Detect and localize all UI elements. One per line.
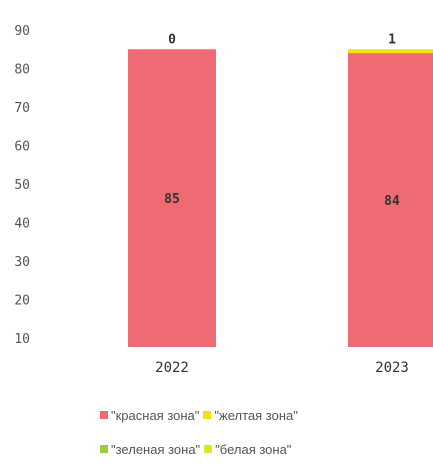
y-tick-label: 10 — [14, 332, 30, 347]
y-tick-label: 60 — [14, 140, 30, 155]
y-tick-label: 20 — [14, 294, 30, 309]
legend-swatch-white — [204, 445, 213, 453]
bar-segment — [348, 49, 433, 54]
legend-item-yellow-zone: "желтая зона" — [203, 407, 298, 423]
legend-swatch-yellow — [203, 411, 212, 419]
bars — [128, 49, 433, 347]
data-label: 1 — [388, 32, 396, 47]
legend-swatch-green — [100, 445, 108, 453]
x-axis: 2022 2023 — [155, 360, 409, 376]
legend-row: "зеленая зона" "белая зона" — [100, 436, 430, 462]
data-label: 0 — [168, 32, 176, 47]
bar-segment — [348, 53, 433, 347]
bar-segment — [128, 49, 216, 347]
legend-item-white-zone: "белая зона" — [204, 442, 291, 457]
legend-item-red-zone: "красная зона" — [100, 408, 199, 423]
legend-label-red-zone: "красная зона" — [111, 407, 200, 423]
y-axis: 10 20 30 40 50 60 70 80 90 — [14, 24, 30, 347]
y-tick-label: 30 — [14, 255, 30, 270]
bar-chart: 10 20 30 40 50 60 70 80 90 85 0 84 1 2022 2023 — [14, 24, 433, 376]
legend-swatch-red — [100, 411, 108, 419]
data-label: 85 — [164, 192, 180, 207]
y-tick-label: 40 — [14, 217, 30, 232]
legend-label-green-zone: "зеленая зона" — [111, 441, 201, 457]
y-tick-label: 70 — [14, 101, 30, 116]
data-labels: 85 0 84 1 — [164, 32, 400, 209]
y-tick-label: 50 — [14, 178, 30, 193]
legend: "красная зона" "желтая зона" "зеленая зо… — [100, 402, 430, 462]
x-category-label: 2023 — [375, 360, 409, 376]
y-tick-label: 90 — [14, 24, 30, 39]
data-label: 84 — [384, 194, 400, 209]
y-tick-label: 80 — [14, 63, 30, 78]
x-category-label: 2022 — [155, 360, 189, 376]
legend-item-green-zone: "зеленая зона" — [100, 442, 200, 457]
legend-label-white-zone: "белая зона" — [215, 441, 292, 457]
legend-row: "красная зона" "желтая зона" — [100, 402, 430, 428]
legend-label-yellow-zone: "желтая зона" — [214, 407, 298, 423]
